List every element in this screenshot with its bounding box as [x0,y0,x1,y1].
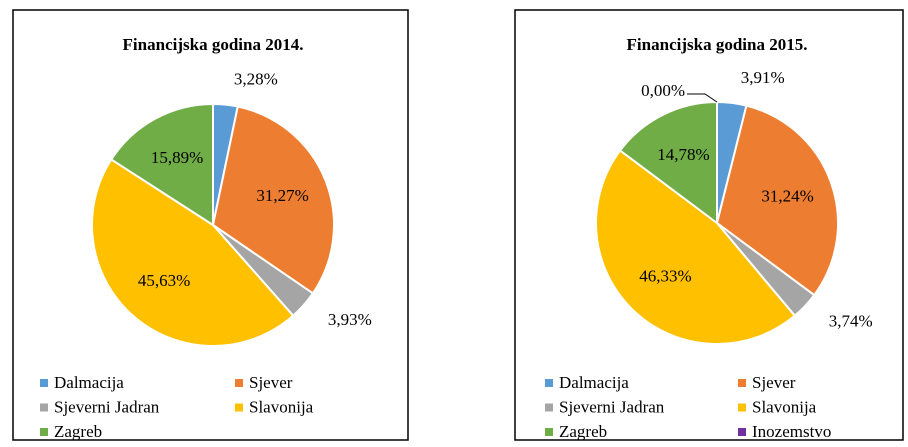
pie-slice [595,149,797,345]
chart-title: Financijska godina 2014. [123,35,304,54]
legend-swatch [235,403,243,412]
leader-line [687,93,718,103]
data-label: 3,74% [829,311,873,330]
legend-swatch [738,428,746,436]
legend-label: Sjever [249,373,293,392]
chart-title: Financijska godina 2015. [627,35,808,54]
legend-swatch [738,403,746,412]
legend-swatch [40,428,48,436]
legend-label: Dalmacija [559,373,629,392]
pie-slice [109,102,214,227]
legend-label: Inozemstvo [752,422,831,441]
legend-label: Dalmacija [54,373,124,392]
legend-swatch [40,379,48,387]
data-label: 0,00% [641,81,685,100]
legend-swatch [545,403,553,412]
legend-label: Sjeverni Jadran [54,397,160,416]
legend-swatch [545,379,553,387]
legend-swatch [235,379,243,387]
legend-label: Sjever [752,373,796,392]
legend-label: Slavonija [752,397,817,416]
data-label: 3,91% [741,68,785,87]
legend-swatch [738,379,746,387]
pie-slice [618,100,718,225]
legend-swatch [40,403,48,412]
legend-label: Sjeverni Jadran [559,397,665,416]
pie-slice [715,104,839,297]
legend-swatch [545,428,553,436]
legend-label: Zagreb [559,422,607,441]
legend-label: Slavonija [249,397,314,416]
data-label: 46,33% [639,266,691,285]
data-label: 14,78% [657,145,709,164]
data-label: 3,28% [234,69,278,88]
pie-slice [211,105,335,295]
data-label: 45,63% [138,271,190,290]
data-label: 3,93% [328,310,372,329]
data-label: 15,89% [151,148,203,167]
pie-slice [91,158,295,347]
legend-label: Zagreb [54,422,102,441]
data-label: 31,24% [761,187,813,206]
data-label: 31,27% [256,186,308,205]
